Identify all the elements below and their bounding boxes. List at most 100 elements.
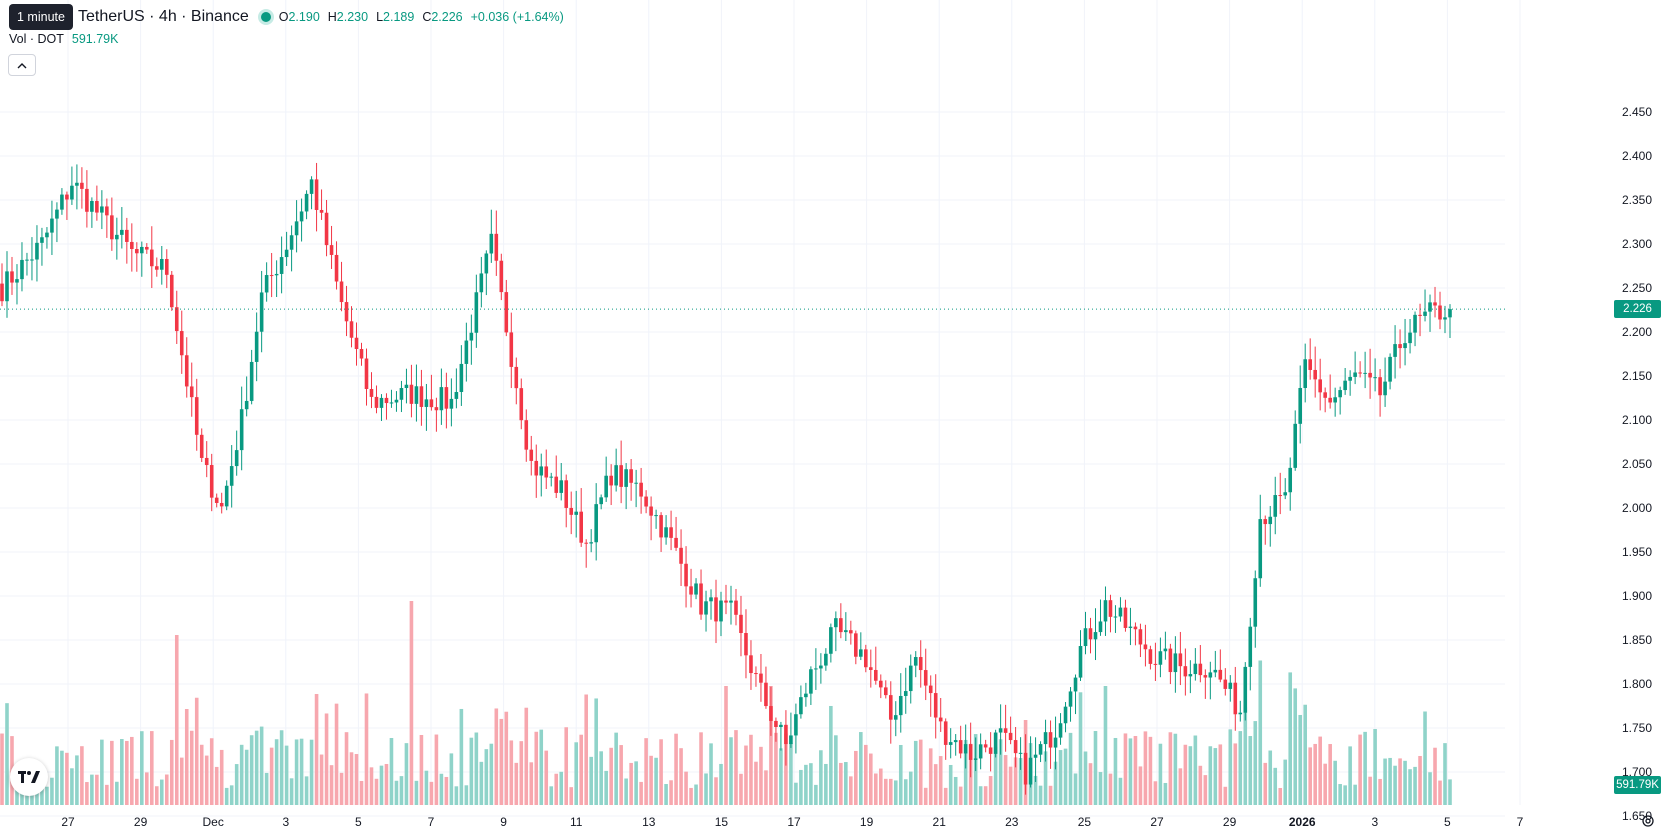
candle-body — [599, 497, 603, 505]
volume-bar — [634, 761, 638, 805]
volume-bar — [1118, 777, 1123, 805]
y-tick-label: 2.050 — [1622, 457, 1652, 471]
candle-body — [189, 386, 194, 398]
volume-bar — [1263, 762, 1268, 805]
volume-bar — [794, 782, 798, 805]
candle-body — [1158, 651, 1163, 665]
candle-body — [1193, 663, 1198, 675]
volume-bar — [519, 741, 524, 805]
price-axis[interactable]: 1.650 1.700 1.750 1.800 1.850 1.900 1.950 2.000… — [1622, 105, 1652, 823]
volume-bar — [729, 737, 733, 805]
candle-body — [888, 695, 893, 720]
candle-body — [759, 673, 763, 683]
volume-bar — [449, 753, 454, 805]
volume-bar — [674, 733, 678, 805]
candle-body — [309, 179, 314, 194]
candle-body — [1028, 757, 1033, 785]
volume-bar — [349, 752, 354, 805]
candle-body — [993, 732, 998, 754]
volume-bar — [1083, 751, 1088, 805]
volume-bar — [334, 703, 339, 805]
collapse-legend-button[interactable] — [8, 54, 36, 76]
volume-bar — [898, 744, 903, 805]
candle-body — [669, 527, 673, 538]
volume-bar — [1438, 780, 1442, 805]
candle-body — [1408, 332, 1412, 344]
volume-bar — [474, 732, 479, 805]
candle-body — [174, 307, 179, 332]
volume-bar — [214, 766, 219, 805]
volume-bar — [709, 743, 713, 805]
candle-body — [299, 211, 304, 222]
candle-body — [20, 259, 24, 280]
volume-bar — [839, 762, 843, 805]
volume-bar — [494, 708, 499, 805]
volume-bar — [429, 781, 434, 805]
volume-bar — [289, 778, 294, 805]
candle-body — [629, 469, 633, 483]
volume-bar — [1093, 731, 1098, 805]
volume-bar — [809, 763, 813, 805]
volume-bar — [309, 739, 314, 805]
candle-body — [1063, 706, 1068, 724]
symbol-title[interactable]: TetherUS · 4h · Binance — [78, 8, 249, 25]
volume-bar — [399, 776, 404, 805]
candle-body — [489, 233, 494, 254]
candle-body — [429, 399, 434, 408]
volume-legend[interactable]: Vol · DOT 591.79K — [9, 32, 118, 46]
volume-bar — [559, 771, 564, 805]
volume-bar — [574, 742, 579, 805]
candle-body — [649, 506, 653, 516]
candle-body — [849, 630, 853, 634]
candle-body — [903, 691, 908, 696]
volume-bar — [938, 756, 943, 805]
candle-body — [539, 466, 544, 476]
volume-bar — [903, 779, 908, 805]
volume-bar — [269, 747, 274, 805]
candle-body — [184, 355, 189, 387]
volume-bar — [983, 786, 988, 805]
volume-bar — [878, 768, 883, 805]
volume-bar — [444, 776, 449, 805]
candle-body — [973, 758, 978, 760]
candle-body — [654, 515, 658, 517]
candle-body — [1363, 372, 1367, 374]
candle-body — [659, 515, 663, 538]
candle-body — [394, 399, 399, 403]
volume-bar — [754, 761, 758, 805]
volume-bar — [1333, 760, 1337, 805]
volume-bar — [1048, 785, 1053, 805]
y-tick-label: 1.700 — [1622, 765, 1652, 779]
candle-body — [369, 388, 374, 397]
candle-body — [963, 744, 968, 754]
candle-body — [269, 275, 274, 277]
x-tick-label: Dec — [203, 815, 224, 829]
volume-bar — [164, 774, 169, 805]
volume-bar — [1448, 779, 1452, 805]
volume-bar — [854, 750, 858, 805]
volume-bar — [1128, 738, 1133, 805]
volume-bar — [1278, 787, 1283, 805]
candle-body — [704, 601, 708, 615]
symbol-legend[interactable]: TetherUS · 4h · Binance O2.190 H2.230 L2… — [78, 6, 572, 28]
candle-body — [90, 201, 94, 212]
volume-bar — [1423, 711, 1427, 805]
settings-icon[interactable] — [1640, 813, 1656, 829]
candle-body — [1093, 632, 1098, 640]
candle-body — [254, 331, 259, 362]
time-axis[interactable]: 27 29 Dec 3 5 7 9 11 13 15 17 19 21 23 25 27 29 2026 3 5 7 — [61, 815, 1523, 829]
volume-bar — [719, 763, 723, 805]
volume-bar — [888, 778, 893, 805]
volume-bar — [639, 781, 643, 805]
candle-body — [1238, 712, 1243, 715]
candle-body — [1068, 691, 1073, 707]
volume-bar — [589, 756, 593, 805]
volume-bar — [409, 601, 414, 805]
tradingview-logo[interactable] — [10, 758, 48, 796]
candle-body — [789, 735, 793, 745]
candle-body — [524, 420, 529, 450]
candle-body — [154, 266, 159, 270]
volume-bar — [115, 781, 119, 805]
volume-bar — [1243, 707, 1248, 805]
